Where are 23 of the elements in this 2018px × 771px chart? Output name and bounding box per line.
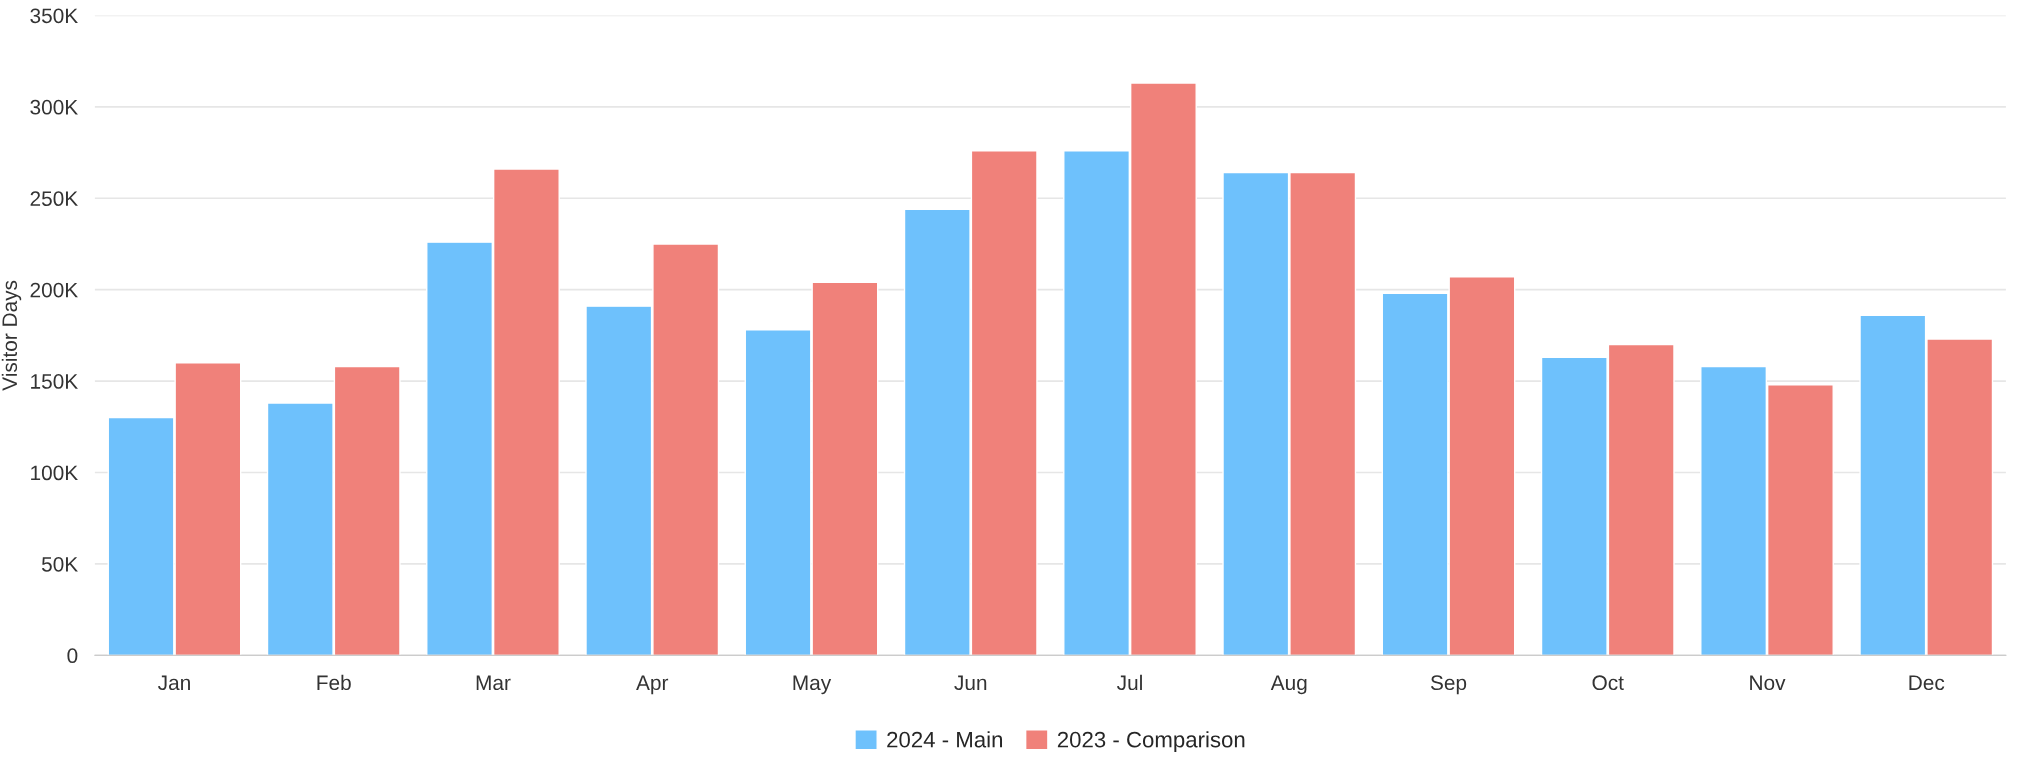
y-tick-label: 100K bbox=[31, 465, 78, 481]
legend-label: 2024 - Main bbox=[887, 731, 1003, 748]
x-tick-label: Nov bbox=[1750, 675, 1786, 691]
x-tick-label: Aug bbox=[1270, 675, 1307, 695]
y-tick-label: 150K bbox=[31, 374, 78, 389]
x-tick-label: Feb bbox=[317, 674, 351, 691]
x-tick-label: May bbox=[793, 675, 832, 695]
x-tick-label: Jan bbox=[158, 675, 190, 691]
y-tick-label: 200K bbox=[30, 282, 78, 298]
x-tick-label: Jun bbox=[954, 675, 987, 691]
x-tick-label: Dec bbox=[1909, 675, 1945, 691]
x-tick-label: Apr bbox=[636, 675, 669, 695]
y-axis-title: Visitor Days bbox=[1, 280, 22, 391]
x-tick-label: Oct bbox=[1592, 675, 1624, 691]
y-tick-label: 250K bbox=[30, 191, 78, 207]
x-tick-label: Jul bbox=[1117, 674, 1142, 691]
y-tick-label: 300K bbox=[30, 99, 78, 115]
y-tick-label: 350K bbox=[30, 8, 78, 24]
y-tick-label: 50K bbox=[41, 556, 78, 572]
x-tick-label: Mar bbox=[476, 675, 511, 691]
y-tick-label: 0 bbox=[67, 648, 78, 664]
legend-label: 2023 - Comparison bbox=[1057, 731, 1245, 752]
x-tick-label: Sep bbox=[1430, 675, 1467, 695]
